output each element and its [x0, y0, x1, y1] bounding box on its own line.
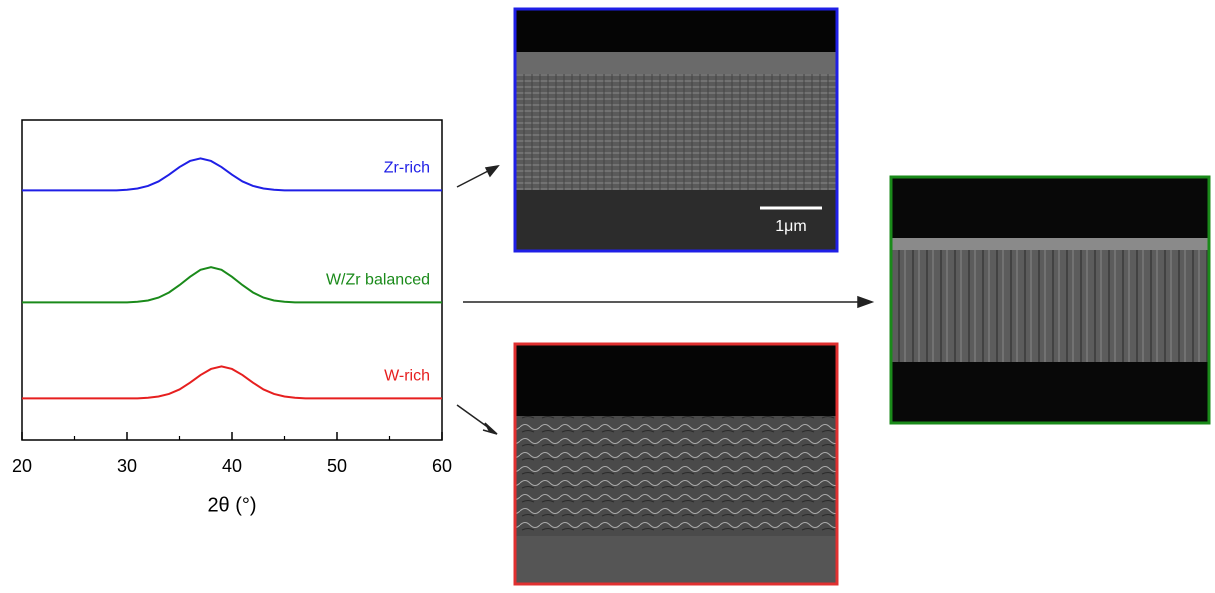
x-tick-label: 30 — [117, 456, 137, 476]
sem-w-rich — [515, 344, 837, 584]
scale-bar-label: 1μm — [775, 218, 806, 235]
x-tick-label: 50 — [327, 456, 347, 476]
x-tick-label: 20 — [12, 456, 32, 476]
xrd-curve — [22, 366, 442, 398]
figure: 1μm 2θ (°) 20 30 40 50 60 Zr-rich W/Zr balance… — [0, 0, 1215, 588]
xrd-curve — [22, 158, 442, 190]
sem-balanced — [891, 177, 1209, 423]
series-label: W/Zr balanced — [326, 272, 430, 289]
x-axis-title: 2θ (°) — [207, 494, 256, 516]
series-label: W-rich — [384, 368, 430, 385]
x-tick-label: 60 — [432, 456, 452, 476]
x-tick-label: 40 — [222, 456, 242, 476]
sem-zr-rich: 1μm — [515, 9, 837, 251]
series-label: Zr-rich — [384, 160, 430, 177]
